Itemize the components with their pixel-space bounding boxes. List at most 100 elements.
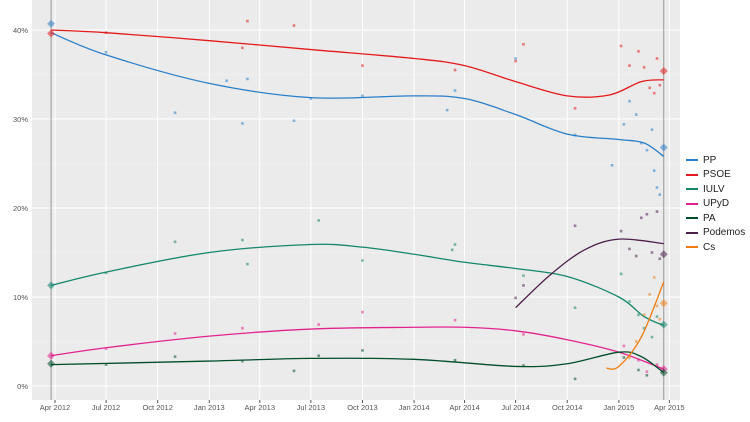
poll-point-psoe <box>241 46 244 50</box>
poll-point-upyd <box>104 347 108 350</box>
legend-swatch <box>686 188 698 191</box>
legend-item: PP <box>686 153 745 168</box>
poll-point-pp <box>309 97 313 100</box>
poll-point-pp <box>650 128 654 131</box>
poll-point-iulv <box>450 248 454 252</box>
poll-point-upyd <box>317 323 320 326</box>
legend-label: UPyD <box>703 198 730 210</box>
x-tick-label: Apr 2015 <box>654 403 684 412</box>
poll-point-iulv <box>522 274 525 277</box>
legend-swatch <box>686 231 698 234</box>
poll-point-upyd <box>655 363 659 366</box>
poll-point-iulv <box>246 262 249 266</box>
poll-point-psoe <box>655 57 659 60</box>
result-marker-iulv <box>659 320 668 329</box>
x-tick-label: Jan 2013 <box>194 403 225 412</box>
legend-label: PP <box>703 154 717 166</box>
trend-line-pa <box>51 351 665 374</box>
poll-point-psoe <box>658 83 662 87</box>
poll-point-psoe <box>514 59 517 63</box>
poll-point-cs <box>634 340 638 343</box>
poll-point-psoe <box>573 107 577 110</box>
poll-point-pp <box>241 122 244 125</box>
y-tick-label: 40% <box>13 26 28 35</box>
poll-point-cs <box>655 304 659 308</box>
poll-point-pa <box>622 356 626 359</box>
poll-point-psoe <box>453 68 457 72</box>
legend-label: PA <box>703 212 716 224</box>
poll-point-pp <box>639 141 643 145</box>
poll-point-upyd <box>241 326 244 330</box>
poll-point-psoe <box>619 44 623 48</box>
y-tick-label: 10% <box>13 293 28 302</box>
poll-point-pa <box>173 355 177 358</box>
poll-point-upyd <box>173 332 177 335</box>
poll-point-pp <box>634 113 638 116</box>
poll-point-pp <box>652 169 656 172</box>
poll-point-podemos <box>619 229 623 233</box>
x-tick-label: Jan 2015 <box>603 403 634 412</box>
poll-point-pa <box>292 369 296 373</box>
poll-point-pp <box>645 148 649 152</box>
poll-point-iulv <box>453 243 457 246</box>
poll-point-pa <box>317 354 320 358</box>
poll-point-pa <box>104 363 108 366</box>
poll-point-podemos <box>650 251 654 254</box>
poll-point-pa <box>573 377 577 381</box>
poll-point-iulv <box>241 238 244 242</box>
poll-point-iulv <box>317 219 320 222</box>
x-tick-label: Apr 2014 <box>449 403 479 412</box>
poll-point-podemos <box>658 257 662 261</box>
result-marker-cs <box>659 299 668 308</box>
legend-label: IULV <box>703 183 725 195</box>
poll-point-iulv <box>361 259 364 262</box>
poll-point-cs <box>628 356 631 359</box>
poll-point-podemos <box>514 296 517 300</box>
poll-point-pa <box>241 359 244 363</box>
legend-swatch <box>686 159 698 162</box>
poll-point-upyd <box>522 333 525 336</box>
poll-point-psoe <box>628 64 631 67</box>
y-tick-label: 30% <box>13 115 28 124</box>
poll-point-pp <box>514 57 517 60</box>
result-marker-psoe <box>659 66 668 75</box>
poll-point-upyd <box>637 358 640 362</box>
result-marker-pa <box>47 359 56 368</box>
result-marker-pp <box>659 143 668 152</box>
x-tick-label: Apr 2013 <box>245 403 275 412</box>
poll-point-pp <box>246 77 249 81</box>
x-tick-label: Apr 2012 <box>40 403 70 412</box>
legend-label: PSOE <box>703 169 731 181</box>
poll-point-pp <box>361 94 364 98</box>
legend-swatch <box>686 246 698 249</box>
poll-point-pp <box>628 99 631 103</box>
poll-point-psoe <box>652 91 656 95</box>
legend-swatch <box>686 173 698 176</box>
trend-line-podemos <box>515 238 664 309</box>
legend-swatch <box>686 217 698 220</box>
poll-point-pp <box>658 193 662 196</box>
poll-point-upyd <box>453 318 457 322</box>
legend-item: PA <box>686 211 745 226</box>
poll-point-iulv <box>628 300 631 303</box>
poll-point-cs <box>642 313 646 317</box>
x-tick-label: Jul 2012 <box>92 403 120 412</box>
poll-point-pa <box>453 358 457 362</box>
poll-point-cs <box>652 276 656 279</box>
x-tick-label: Jul 2013 <box>297 403 325 412</box>
result-marker-pp <box>47 19 56 28</box>
poll-point-iulv <box>642 326 646 330</box>
poll-point-upyd <box>645 370 649 374</box>
poll-point-iulv <box>637 313 640 317</box>
result-marker-iulv <box>47 281 56 290</box>
poll-point-iulv <box>619 272 623 276</box>
y-tick-label: 0% <box>17 382 28 391</box>
poll-point-psoe <box>642 66 646 69</box>
poll-point-cs <box>648 293 652 296</box>
result-marker-pa <box>659 368 668 377</box>
legend-item: Podemos <box>686 226 745 241</box>
poll-point-podemos <box>634 254 638 258</box>
poll-point-iulv <box>173 240 177 244</box>
x-tick-label: Oct 2012 <box>142 403 172 412</box>
